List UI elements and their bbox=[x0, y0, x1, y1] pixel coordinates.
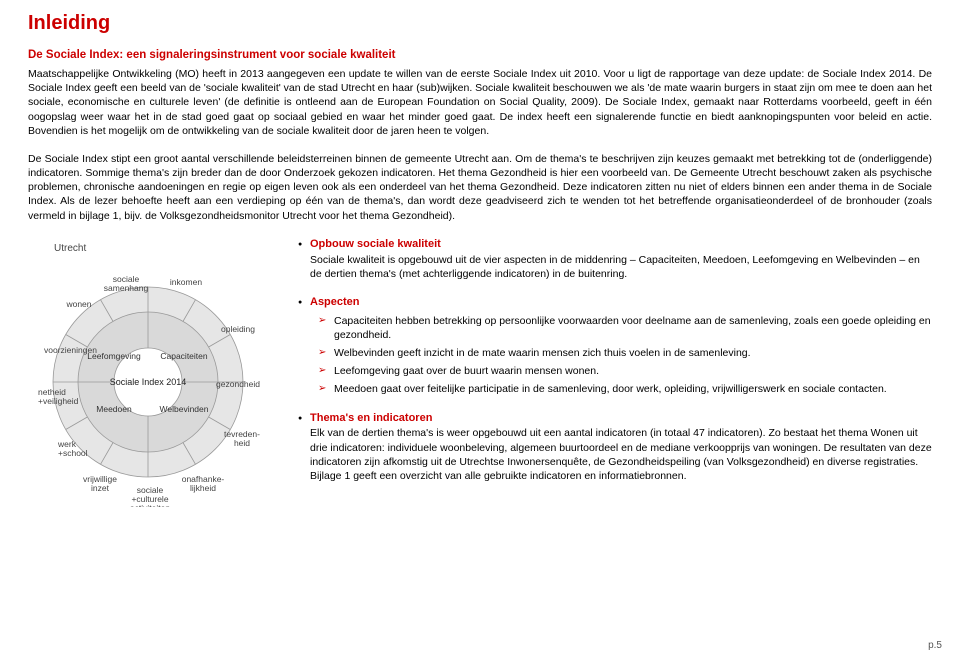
section-opbouw-head: Opbouw sociale kwaliteit bbox=[310, 237, 932, 252]
intro-paragraph-1: Maatschappelijke Ontwikkeling (MO) heeft… bbox=[28, 67, 932, 138]
lower-layout: Utrecht bbox=[28, 237, 932, 512]
section-opbouw: ● Opbouw sociale kwaliteit Sociale kwali… bbox=[298, 237, 932, 281]
svg-text:sociale+cultureleactiviteiten: sociale+cultureleactiviteiten bbox=[130, 485, 170, 507]
page-number: p.5 bbox=[928, 640, 942, 651]
svg-text:gezondheid: gezondheid bbox=[216, 379, 260, 389]
section-themas-body: Elk van de dertien thema's is weer opgeb… bbox=[310, 426, 932, 483]
svg-text:socialesamenhang: socialesamenhang bbox=[104, 274, 149, 293]
section-themas: ● Thema's en indicatoren Elk van de dert… bbox=[298, 411, 932, 484]
svg-text:opleiding: opleiding bbox=[221, 324, 255, 334]
page: Inleiding De Sociale Index: een signaler… bbox=[0, 0, 960, 657]
section-aspecten-head: Aspecten bbox=[310, 295, 932, 310]
svg-text:voorzieningen: voorzieningen bbox=[44, 345, 97, 355]
bullet-icon: ● bbox=[298, 240, 302, 249]
svg-text:vrijwilligeinzet: vrijwilligeinzet bbox=[83, 474, 117, 493]
svg-text:wonen: wonen bbox=[65, 299, 91, 309]
bullet-icon: ● bbox=[298, 414, 302, 423]
list-item: Welbevinden geeft inzicht in de mate waa… bbox=[318, 346, 932, 360]
bullet-icon: ● bbox=[298, 298, 302, 307]
list-item: Meedoen gaat over feitelijke participati… bbox=[318, 382, 932, 396]
section-themas-head: Thema's en indicatoren bbox=[310, 411, 932, 426]
diagram-title: Utrecht bbox=[54, 243, 86, 254]
svg-text:tevreden-heid: tevreden-heid bbox=[224, 429, 260, 448]
section-aspecten: ● Aspecten Capaciteiten hebben betrekkin… bbox=[298, 295, 932, 397]
page-subtitle: De Sociale Index: een signaleringsinstru… bbox=[28, 49, 932, 61]
svg-text:onafhanke-lijkheid: onafhanke-lijkheid bbox=[182, 474, 225, 493]
diagram-aspect-3: Welbevinden bbox=[160, 404, 209, 414]
diagram-aspect-1: Capaciteiten bbox=[160, 351, 208, 361]
diagram-column: Utrecht bbox=[28, 237, 268, 512]
list-item: Capaciteiten hebben betrekking op persoo… bbox=[318, 314, 932, 342]
svg-text:inkomen: inkomen bbox=[170, 277, 202, 287]
list-item: Leefomgeving gaat over de buurt waarin m… bbox=[318, 364, 932, 378]
diagram-center-label: Sociale Index 2014 bbox=[110, 377, 187, 387]
sociale-index-diagram: Utrecht bbox=[28, 237, 268, 507]
intro-paragraph-2: De Sociale Index stipt een groot aantal … bbox=[28, 152, 932, 223]
aspecten-list: Capaciteiten hebben betrekking op persoo… bbox=[318, 314, 932, 397]
diagram-aspect-2: Meedoen bbox=[96, 404, 132, 414]
page-title: Inleiding bbox=[28, 12, 932, 35]
right-column: ● Opbouw sociale kwaliteit Sociale kwali… bbox=[268, 237, 932, 512]
section-opbouw-body: Sociale kwaliteit is opgebouwd uit de vi… bbox=[310, 253, 932, 281]
